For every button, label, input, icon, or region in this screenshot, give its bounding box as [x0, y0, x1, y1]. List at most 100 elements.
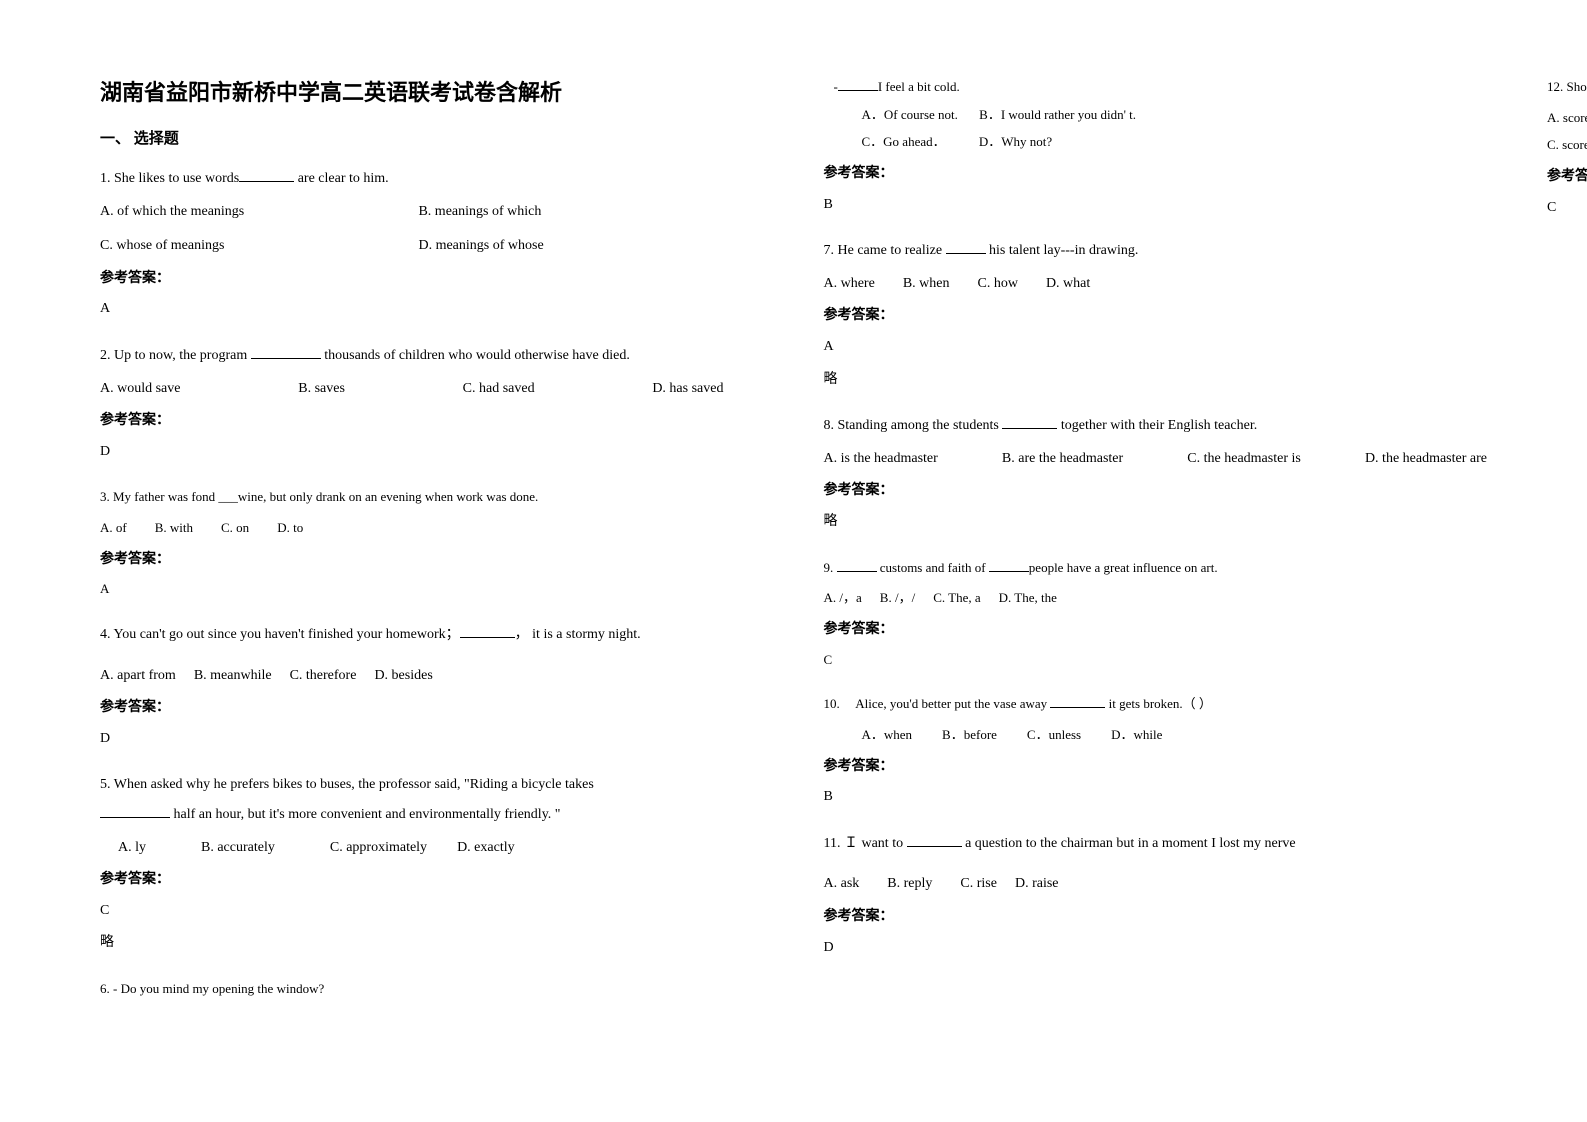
question-5: 5. When asked why he prefers bikes to bu… [100, 772, 764, 957]
q3-answer: A [100, 577, 764, 602]
q10-optC: C．unless [1027, 723, 1081, 748]
answer-label: 参考答案： [824, 617, 1488, 644]
q6-optC: C．Go ahead． [862, 134, 946, 149]
answer-label: 参考答案： [100, 867, 764, 894]
q8-optA: A. is the headmaster [824, 446, 938, 473]
blank [838, 78, 878, 91]
answer-label: 参考答案： [100, 408, 764, 435]
q10-optB: B．before [942, 723, 997, 748]
q9-optA: A. /，a [824, 586, 862, 611]
q1-optD: D. meanings of whose [418, 233, 736, 260]
q8-options: A. is the headmaster B. are the headmast… [824, 446, 1488, 473]
answer-label: 参考答案： [100, 266, 764, 293]
q5-optD: D. exactly [457, 835, 515, 862]
q7-stem: 7. He came to realize his talent lay---i… [824, 238, 1488, 265]
q6-optB: B．I would rather you didn' t. [979, 107, 1136, 122]
q10-stem-pre: 10. Alice, you'd better put the vase awa… [824, 696, 1051, 711]
q5-stem-l2: half an hour, but it's more convenient a… [100, 802, 764, 829]
section-heading: 一、 选择题 [100, 127, 764, 148]
q11-stem: 11. Ｉ want to a question to the chairman… [824, 831, 1488, 858]
q3-optD: D. to [277, 516, 303, 541]
q11-optA: A. ask [824, 871, 860, 898]
q10-stem-post: it gets broken.（ ） [1105, 696, 1212, 711]
q6-stem1: 6. - Do you mind my opening the window? [100, 977, 764, 1002]
q12-opts-row1: A. score of B. scores [1547, 106, 1587, 131]
q1-stem-post: are clear to him. [294, 171, 388, 186]
q2-stem: 2. Up to now, the program thousands of c… [100, 343, 764, 370]
answer-label: 参考答案： [824, 754, 1488, 781]
q7-stem-pre: 7. He came to realize [824, 243, 946, 258]
answer-label: 参考答案： [100, 695, 764, 722]
q1-optC: C. whose of meanings [100, 233, 418, 260]
question-1: 1. She likes to use words are clear to h… [100, 166, 764, 323]
blank [907, 833, 962, 847]
q5-stem-l1: 5. When asked why he prefers bikes to bu… [100, 772, 764, 799]
q7-optA: A. where [824, 271, 875, 298]
question-4: 4. You can't go out since you haven't fi… [100, 622, 764, 752]
q6-optD: D．Why not? [979, 134, 1052, 149]
q9-answer: C [824, 648, 1488, 673]
blank [239, 168, 294, 182]
q4-stem: 4. You can't go out since you haven't fi… [100, 622, 764, 649]
q6-optA: A．Of course not. [862, 107, 958, 122]
q2-stem-pre: 2. Up to now, the program [100, 348, 251, 363]
q10-options: A．when B．before C．unless D．while [824, 723, 1488, 748]
q4-optD: D. besides [374, 663, 432, 690]
q4-optB: B. meanwhile [194, 663, 272, 690]
q8-optD: D. the headmaster are [1365, 446, 1487, 473]
q7-omit: 略 [824, 367, 1488, 394]
q3-optC: C. on [221, 516, 249, 541]
blank [1050, 695, 1105, 708]
blank [946, 240, 986, 254]
q3-stem: 3. My father was fond ___wine, but only … [100, 485, 764, 510]
q9-stem-pre: 9. [824, 560, 837, 575]
q9-options: A. /，a B. /，/ C. The, a D. The, the [824, 586, 1488, 611]
q6-stem2: -I feel a bit cold. [824, 75, 1488, 100]
answer-label: 参考答案： [824, 478, 1488, 505]
q12-opts-row2: C. score D. scores of [1547, 133, 1587, 158]
q6-opts-row1: A．Of course not. B．I would rather you di… [824, 103, 1488, 128]
q4-stem-post: ， it is a stormy night. [515, 627, 641, 642]
q8-stem-post: together with their English teacher. [1057, 418, 1257, 433]
q3-optB: B. with [155, 516, 193, 541]
q1-options2: C. whose of meanings D. meanings of whos… [100, 233, 764, 260]
question-3: 3. My father was fond ___wine, but only … [100, 485, 764, 602]
q1-stem-pre: 1. She likes to use words [100, 171, 239, 186]
q12-optA: A. score of [1547, 110, 1587, 125]
q11-optD: D. raise [1015, 871, 1059, 898]
q2-optB: B. saves [298, 376, 345, 403]
q10-optA: A．when [862, 723, 913, 748]
q9-stem: 9. customs and faith of people have a gr… [824, 556, 1488, 581]
q5-stem-l2-post: half an hour, but it's more convenient a… [170, 807, 561, 822]
q4-optC: C. therefore [290, 663, 357, 690]
q5-optA: A. ly [118, 835, 146, 862]
q12-answer: C [1547, 195, 1587, 222]
q10-optD: D．while [1111, 723, 1162, 748]
q10-stem: 10. Alice, you'd better put the vase awa… [824, 692, 1488, 717]
q8-answer: 略 [824, 509, 1488, 536]
q1-stem: 1. She likes to use words are clear to h… [100, 166, 764, 193]
answer-label: 参考答案： [100, 547, 764, 574]
q4-optA: A. apart from [100, 663, 176, 690]
q5-optC: C. approximately [330, 835, 427, 862]
q10-answer: B [824, 784, 1488, 811]
q12-stem: 12. Shortly after the accident two polic… [1547, 75, 1587, 100]
q8-stem-pre: 8. Standing among the students [824, 418, 1003, 433]
q3-options: A. of B. with C. on D. to [100, 516, 764, 541]
question-8: 8. Standing among the students together … [824, 413, 1488, 535]
answer-label: 参考答案： [824, 161, 1488, 188]
blank [460, 624, 515, 638]
q4-stem-pre: 4. You can't go out since you haven't fi… [100, 627, 460, 642]
q2-optD: D. has saved [652, 376, 723, 403]
q3-optA: A. of [100, 516, 127, 541]
q7-optC: C. how [977, 271, 1017, 298]
q8-optB: B. are the headmaster [1002, 446, 1123, 473]
question-2: 2. Up to now, the program thousands of c… [100, 343, 764, 465]
q5-answer: C [100, 898, 764, 925]
q11-optC: C. rise [960, 871, 997, 898]
blank [989, 559, 1029, 572]
page-title: 湖南省益阳市新桥中学高二英语联考试卷含解析 [100, 75, 764, 107]
q5-omit: 略 [100, 930, 764, 957]
q7-stem-post: his talent lay---in drawing. [986, 243, 1139, 258]
blank [837, 559, 877, 572]
